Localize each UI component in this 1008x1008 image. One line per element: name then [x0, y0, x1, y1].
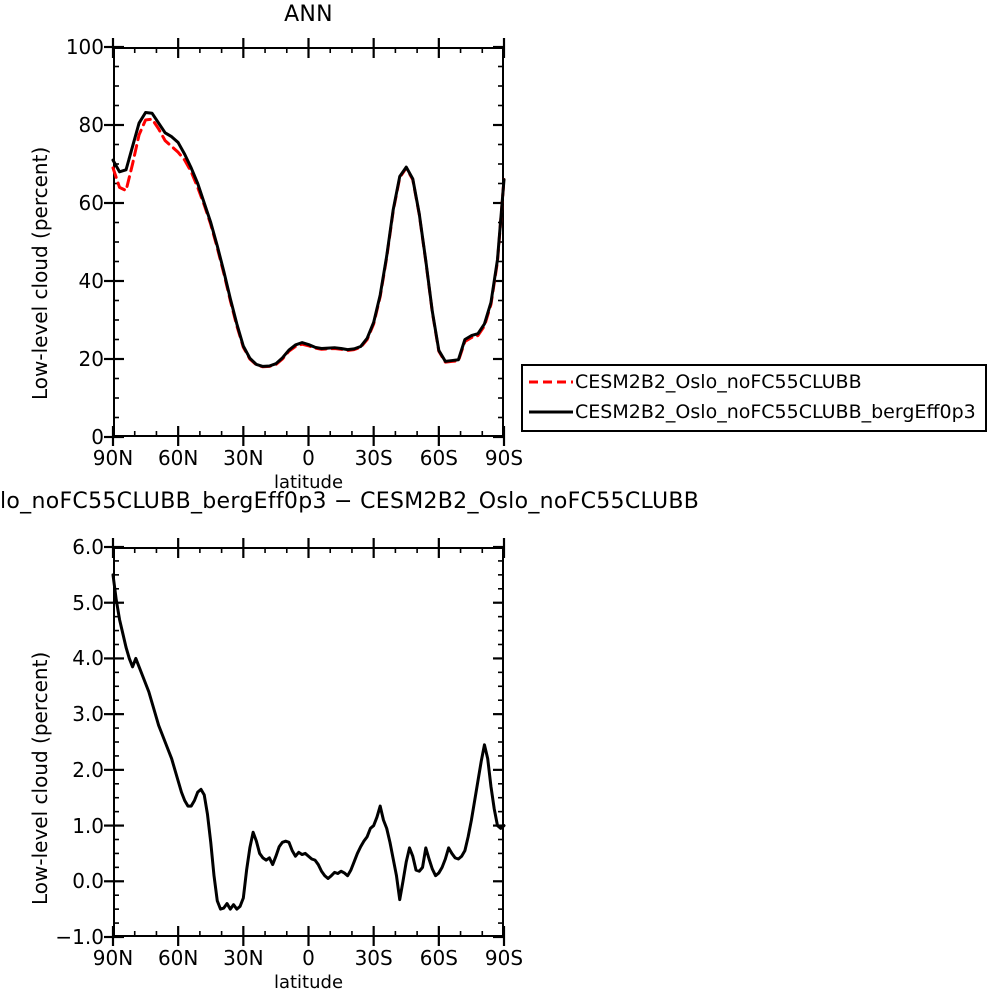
y-tick-label: 2.0: [72, 757, 104, 782]
bottom-panel-x-tick-labels: 90N 60N 30N 0 30S 60S 90S: [0, 946, 1008, 972]
y-tick-label: 80: [78, 113, 104, 137]
top-panel-x-axis-label: latitude: [273, 472, 344, 493]
y-tick-label: 5.0: [72, 590, 104, 615]
y-tick-label: 4.0: [72, 646, 104, 671]
x-tick-label: 0: [302, 946, 315, 970]
x-tick-label: 30S: [354, 946, 393, 970]
y-tick-label: 0.0: [72, 869, 104, 894]
y-tick-label: 20: [78, 347, 104, 371]
legend-line-sample-solid-icon: [527, 405, 575, 419]
bottom-panel-y-tick-labels: −1.0 0.0 1.0 2.0 3.0 4.0 5.0 6.0: [0, 535, 104, 949]
x-tick-label: 90N: [92, 446, 134, 470]
x-tick-label: 30N: [223, 946, 264, 970]
top-panel-title: ANN: [284, 2, 333, 27]
bottom-panel-x-axis-label: latitude: [273, 972, 344, 993]
bottom-panel-title: lo_noFC55CLUBB_bergEff0p3 − CESM2B2_Oslo…: [0, 489, 700, 514]
y-tick-label: 100: [65, 35, 104, 59]
legend-label-0: CESM2B2_Oslo_noFC55CLUBB: [575, 370, 862, 393]
legend-line-sample-dashed-icon: [527, 375, 575, 389]
x-tick-label: 30S: [354, 446, 393, 470]
y-tick-label: −1.0: [55, 925, 104, 949]
top-panel-x-tick-labels: 90N 60N 30N 0 30S 60S 90S: [0, 446, 1008, 472]
x-tick-label: 60S: [419, 946, 458, 970]
legend-item-0[interactable]: CESM2B2_Oslo_noFC55CLUBB: [527, 368, 862, 396]
y-tick-label: 3.0: [72, 702, 104, 727]
legend-label-1: CESM2B2_Oslo_noFC55CLUBB_bergEff0p3: [575, 400, 976, 423]
x-tick-label: 60N: [157, 446, 199, 470]
top-panel-plot-canvas: [104, 38, 506, 446]
top-panel-annual-mean: ANN 0 20 40 60 80 100 90N 60N 30N 0 30S 60S 90S lat…: [0, 0, 1008, 500]
top-panel-y-tick-labels: 0 20 40 60 80 100: [0, 35, 104, 449]
y-tick-label: 40: [78, 269, 104, 293]
y-tick-label: 6.0: [72, 535, 104, 559]
x-tick-label: 90N: [92, 946, 134, 970]
legend-item-1[interactable]: CESM2B2_Oslo_noFC55CLUBB_bergEff0p3: [527, 398, 976, 426]
x-tick-label: 0: [302, 446, 315, 470]
x-tick-label: 60S: [419, 446, 458, 470]
x-tick-label: 60N: [157, 946, 199, 970]
y-tick-label: 60: [78, 191, 104, 215]
y-tick-label: 1.0: [72, 813, 104, 838]
bottom-panel-y-axis-label: Low-level cloud (percent): [28, 651, 52, 905]
legend: CESM2B2_Oslo_noFC55CLUBB CESM2B2_Oslo_no…: [521, 364, 987, 432]
x-tick-label: 90S: [484, 446, 524, 470]
x-tick-label: 30N: [223, 446, 264, 470]
y-tick-label: 0: [91, 425, 104, 449]
x-tick-label: 90S: [484, 946, 524, 970]
